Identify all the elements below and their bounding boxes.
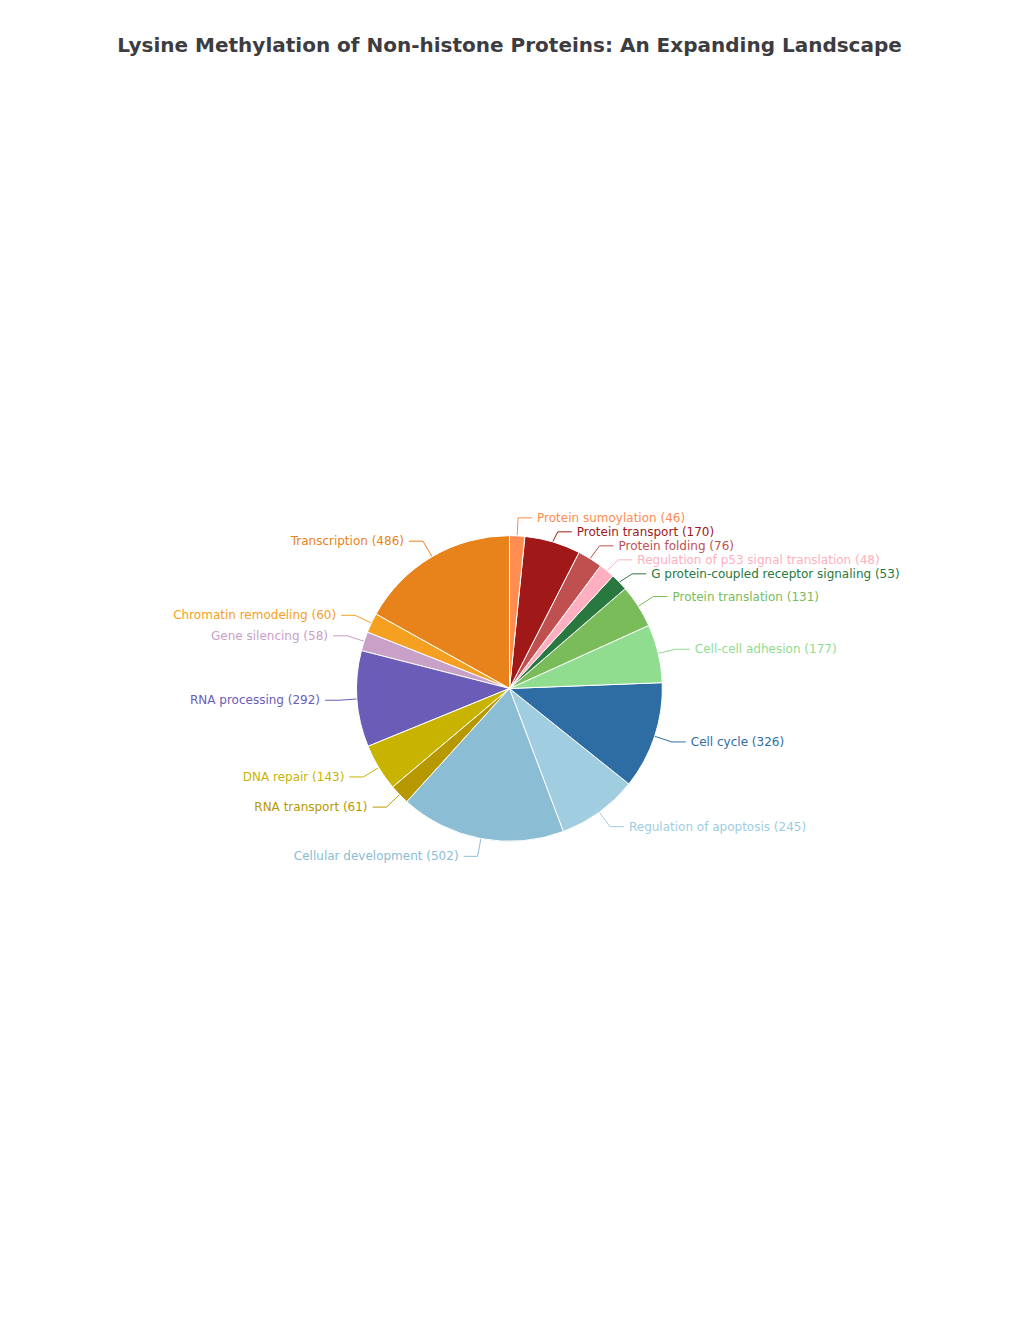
svg-text:RNA processing (292): RNA processing (292) (190, 693, 320, 707)
svg-text:Chromatin remodeling (60): Chromatin remodeling (60) (173, 608, 336, 622)
svg-text:Cellular development (502): Cellular development (502) (294, 849, 459, 863)
svg-text:Transcription (486): Transcription (486) (290, 534, 404, 548)
svg-text:Protein sumoylation (46): Protein sumoylation (46) (537, 511, 685, 525)
svg-text:G protein-coupled receptor sig: G protein-coupled receptor signaling (53… (651, 567, 899, 581)
svg-text:Cell-cell adhesion (177): Cell-cell adhesion (177) (695, 642, 837, 656)
svg-text:DNA repair (143): DNA repair (143) (243, 770, 345, 784)
svg-text:Regulation of apoptosis (245): Regulation of apoptosis (245) (629, 820, 806, 834)
svg-text:Protein translation (131): Protein translation (131) (672, 590, 818, 604)
svg-text:RNA transport (61): RNA transport (61) (254, 800, 367, 814)
svg-text:Gene silencing (58): Gene silencing (58) (211, 629, 328, 643)
svg-text:Protein transport (170): Protein transport (170) (577, 525, 714, 539)
svg-text:Protein folding (76): Protein folding (76) (619, 539, 734, 553)
svg-text:Regulation of p53 signal trans: Regulation of p53 signal translation (48… (637, 553, 879, 567)
svg-text:Cell cycle (326): Cell cycle (326) (691, 735, 784, 749)
svg-text:Lysine Methylation of Non-hist: Lysine Methylation of Non-histone Protei… (117, 33, 902, 57)
